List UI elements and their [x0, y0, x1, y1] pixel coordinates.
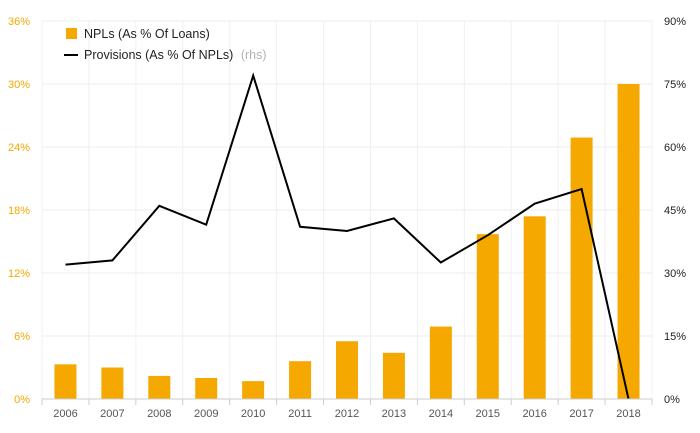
- npl-bar-2007: [101, 367, 124, 399]
- x-tick-label: 2016: [522, 408, 546, 420]
- npl-bar-2010: [242, 381, 265, 399]
- right-tick-label: 75%: [664, 79, 686, 91]
- npl-bar-2018: [617, 84, 640, 399]
- x-tick-label: 2013: [382, 408, 406, 420]
- npl-bar-2015: [476, 234, 499, 399]
- x-tick-label: 2015: [476, 408, 500, 420]
- npl-bar-2016: [523, 216, 546, 399]
- left-tick-label: 36%: [8, 16, 30, 28]
- x-tick-label: 2007: [100, 408, 124, 420]
- right-tick-label: 45%: [664, 205, 686, 217]
- npl-bars: [54, 84, 640, 400]
- x-tick-label: 2011: [288, 408, 312, 420]
- x-tick-label: 2008: [147, 408, 171, 420]
- left-tick-label: 12%: [8, 268, 30, 280]
- npl-bar-2009: [195, 378, 218, 399]
- left-tick-label: 30%: [8, 79, 30, 91]
- gridlines: [41, 20, 653, 399]
- legend-npl-swatch: [66, 28, 77, 39]
- left-tick-label: 0%: [14, 394, 30, 406]
- x-tick-label: 2009: [194, 408, 218, 420]
- npl-bar-2011: [289, 361, 312, 399]
- npl-bar-2008: [148, 375, 171, 399]
- legend-provisions-note: (rhs): [241, 48, 267, 62]
- right-tick-label: 30%: [664, 268, 686, 280]
- npl-bar-2014: [429, 326, 452, 399]
- legend: NPLs (As % Of Loans) Provisions (As % Of…: [64, 27, 267, 62]
- npl-bar-2017: [570, 137, 593, 400]
- right-tick-label: 15%: [664, 331, 686, 343]
- legend-provisions-text: Provisions (As % Of NPLs) (rhs): [84, 48, 267, 62]
- legend-provisions-label: Provisions (As % Of NPLs): [84, 48, 233, 62]
- left-axis: 0% 6% 12% 18% 24% 30% 36%: [8, 16, 30, 406]
- x-tick-label: 2010: [241, 408, 265, 420]
- x-tick-label: 2014: [429, 408, 453, 420]
- npl-bar-2006: [54, 364, 77, 399]
- npl-bar-2012: [336, 341, 358, 399]
- left-tick-label: 24%: [8, 142, 30, 154]
- npl-bar-2013: [382, 352, 405, 399]
- x-tick-label: 2017: [569, 408, 593, 420]
- x-tick-label: 2006: [53, 408, 77, 420]
- left-tick-label: 6%: [14, 331, 30, 343]
- legend-npl-label: NPLs (As % Of Loans): [84, 27, 210, 41]
- right-tick-label: 60%: [664, 142, 686, 154]
- provisions-line-group: [65, 72, 630, 400]
- right-tick-label: 0%: [664, 394, 680, 406]
- left-tick-label: 18%: [8, 205, 30, 217]
- x-tick-label: 2012: [335, 408, 359, 420]
- x-tick-label: 2018: [616, 408, 640, 420]
- right-axis: 0% 15% 30% 45% 60% 75% 90%: [664, 16, 686, 406]
- right-tick-label: 90%: [664, 16, 686, 28]
- x-axis: 2006 2007 2008 2009 2010 2011 2012 2013 2014 2015…: [41, 398, 653, 420]
